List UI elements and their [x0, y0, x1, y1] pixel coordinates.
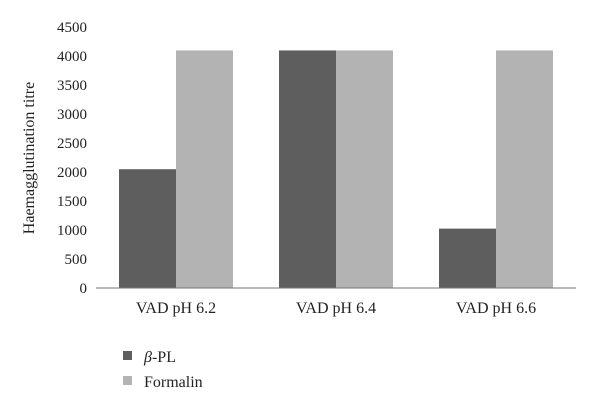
- bar-series-1-cat-1: [336, 50, 393, 288]
- y-tick-label: 4000: [57, 49, 87, 65]
- y-tick-label: 3000: [57, 107, 87, 123]
- bars: [119, 50, 553, 288]
- y-tick-label: 1500: [57, 194, 87, 210]
- y-tick-label: 0: [80, 281, 88, 297]
- x-category-label: VAD pH 6.4: [296, 300, 376, 317]
- x-category-label: VAD pH 6.2: [136, 300, 216, 317]
- legend-swatch-formalin: [123, 376, 132, 385]
- legend: β-PL Formalin: [123, 349, 203, 391]
- y-tick-label: 1000: [57, 223, 87, 239]
- y-tick-label: 2500: [57, 136, 87, 152]
- y-tick-label: 3500: [57, 78, 87, 94]
- legend-label-beta-pl: β-PL: [143, 349, 176, 366]
- legend-label-formalin: Formalin: [144, 374, 203, 391]
- y-axis-title: Haemagglutination titre: [21, 82, 38, 234]
- bar-series-0-cat-1: [279, 50, 336, 288]
- bar-series-0-cat-0: [119, 169, 176, 288]
- x-axis-labels: VAD pH 6.2 VAD pH 6.4 VAD pH 6.6: [136, 300, 536, 317]
- bar-series-1-cat-0: [176, 50, 233, 288]
- legend-swatch-beta-pl: [123, 351, 132, 360]
- y-tick-label: 4500: [57, 20, 87, 36]
- y-tick-label: 2000: [57, 165, 87, 181]
- bar-series-1-cat-2: [496, 50, 553, 288]
- x-category-label: VAD pH 6.6: [456, 300, 536, 317]
- bar-series-0-cat-2: [439, 228, 496, 288]
- y-axis-ticks: 0 500 1000 1500 2000 2500 3000 3500 4000 4500: [57, 20, 87, 297]
- y-tick-label: 500: [65, 252, 88, 268]
